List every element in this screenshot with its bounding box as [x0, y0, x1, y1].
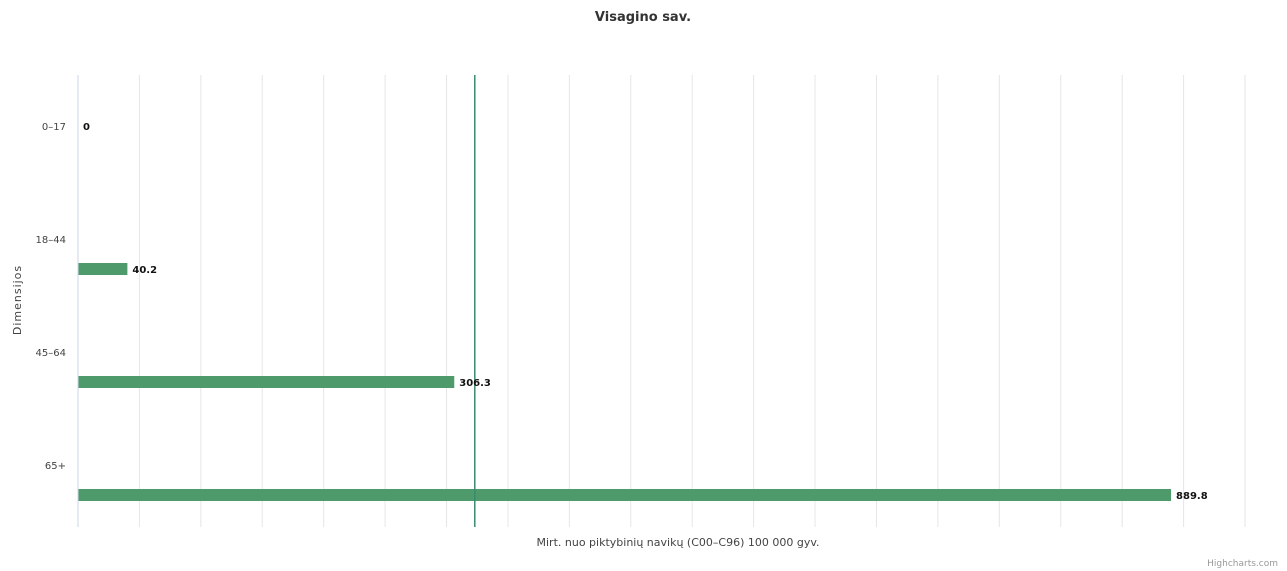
chart-title: Visagino sav.	[595, 10, 691, 25]
bar[interactable]	[78, 263, 128, 275]
y-axis-tick-label: 45–64	[36, 348, 66, 359]
y-axis-title: Dimensijos	[11, 265, 24, 335]
y-axis-tick-label: 18–44	[36, 235, 66, 246]
data-label: 40.2	[132, 265, 157, 276]
y-axis-tick-labels: 0–17 18–44 45–64 65+	[36, 122, 66, 472]
gridlines	[138, 75, 1246, 527]
data-labels: 0 40.2 306.3 889.8	[83, 122, 1208, 502]
y-axis-tick-label: 0–17	[42, 122, 66, 133]
y-axis-tick-label: 65+	[45, 461, 66, 472]
bars	[78, 263, 1172, 501]
data-label: 0	[83, 122, 90, 133]
bar[interactable]	[78, 376, 455, 388]
bar[interactable]	[78, 489, 1172, 501]
data-label: 306.3	[459, 378, 491, 389]
credits-link[interactable]: Highcharts.com	[1207, 559, 1278, 569]
x-axis-title: Mirt. nuo piktybinių navikų (C00–C96) 10…	[537, 536, 820, 549]
data-label: 889.8	[1176, 491, 1208, 502]
